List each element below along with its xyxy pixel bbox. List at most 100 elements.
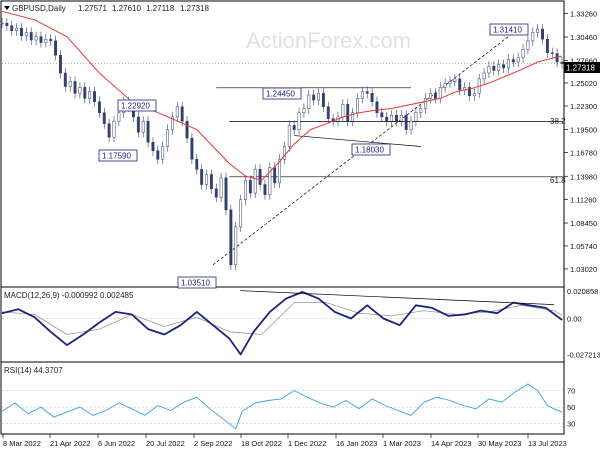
x-tick-label: 21 Apr 2022	[50, 439, 90, 448]
candle-body	[297, 112, 301, 130]
candle-body	[531, 32, 535, 42]
annotation-1-18030: 1.18030	[351, 143, 391, 156]
svg-text:1.24450: 1.24450	[266, 90, 295, 99]
price-y-tick-label: 1.03020	[570, 265, 597, 274]
candle-body	[545, 38, 549, 53]
watermark: ActionForex.com	[246, 28, 411, 53]
candle-body	[312, 94, 316, 101]
candle-body	[0, 22, 4, 25]
candle-body	[307, 94, 311, 109]
candle-body	[438, 87, 442, 99]
candle-body	[166, 129, 170, 147]
ohlc-close: 1.27318	[180, 4, 209, 13]
ohlc-low: 1.27118	[146, 4, 175, 13]
candle-body	[5, 22, 9, 26]
candle-body	[248, 180, 252, 194]
price-y-tick-label: 1.19500	[570, 126, 597, 135]
candle-body	[370, 93, 374, 102]
fib-61-label: 61.8	[550, 176, 566, 185]
svg-text:1.31410: 1.31410	[493, 26, 522, 35]
svg-text:1.18030: 1.18030	[355, 146, 384, 155]
candle-body	[73, 81, 77, 94]
x-tick-label: 1 Dec 2022	[288, 439, 326, 448]
candle-body	[170, 116, 174, 130]
candle-body	[263, 184, 267, 195]
x-tick-label: 2 Sep 2022	[194, 439, 232, 448]
candle-body	[278, 158, 282, 184]
support-line	[294, 135, 421, 147]
candle-body	[112, 120, 116, 138]
candle-body	[409, 120, 413, 130]
candle-body	[429, 93, 432, 99]
annotation-1-03510: 1.03510	[177, 276, 217, 289]
ohlc-high: 1.27610	[112, 4, 141, 13]
candle-body	[351, 112, 355, 122]
price-title-group: GBPUSD,Daily 1.27571 1.27610 1.27118 1.2…	[4, 4, 209, 13]
candle-body	[44, 38, 48, 43]
macd-panel-frame	[0, 286, 565, 363]
candle-body	[175, 106, 179, 118]
candle-body	[63, 72, 67, 87]
candle-body	[443, 82, 447, 88]
price-y-tick-label: 1.22300	[570, 102, 597, 111]
candle-body	[521, 49, 525, 59]
candle-body	[151, 142, 155, 152]
price-y-tick-label: 1.30460	[570, 33, 597, 42]
candle-body	[375, 101, 379, 113]
candle-body	[54, 40, 58, 56]
axis-layer: 1.33260 1.30460 1.27660 1.25020 1.22300 1.195…	[2, 9, 600, 448]
candle-body	[541, 28, 544, 40]
candle-body	[49, 38, 53, 42]
annotation-1-24450: 1.24450	[262, 87, 302, 100]
candle-body	[506, 59, 510, 69]
price-title: GBPUSD,Daily	[12, 4, 66, 13]
annotation-1-17590: 1.17590	[98, 149, 138, 162]
candle-body	[141, 120, 145, 133]
ohlc-open: 1.27571	[78, 4, 107, 13]
candle-body	[511, 59, 515, 63]
macd-y-tick-label: 0.020858	[567, 287, 598, 296]
annotation-1-31410: 1.31410	[489, 23, 529, 36]
candle-body	[205, 174, 208, 185]
price-y-tick-label: 1.13980	[570, 172, 597, 181]
macd-main-line	[1, 291, 563, 356]
candle-body	[180, 106, 184, 122]
candle-body	[365, 91, 369, 94]
candle-body	[472, 93, 476, 97]
candle-body	[24, 32, 28, 37]
candle-body	[102, 112, 106, 124]
candle-body	[482, 72, 486, 80]
candle-body	[453, 78, 457, 82]
x-tick-label: 8 Mar 2022	[3, 439, 41, 448]
candle-body	[136, 116, 140, 133]
x-tick-label: 1 Mar 2023	[383, 439, 421, 448]
candle-body	[326, 106, 330, 119]
macd-divergence-line	[240, 290, 554, 305]
candle-body	[161, 146, 165, 160]
candle-body	[302, 108, 306, 113]
candle-body	[424, 98, 428, 109]
x-tick-label: 20 Jul 2022	[146, 439, 185, 448]
candle-body	[229, 209, 233, 266]
candle-body	[146, 120, 150, 143]
candle-body	[93, 91, 96, 102]
rsi-plot-layer	[1, 383, 563, 430]
svg-text:1.17590: 1.17590	[102, 152, 131, 161]
x-tick-label: 18 Oct 2022	[241, 439, 282, 448]
candle-body	[253, 169, 257, 194]
price-y-tick-label: 1.25020	[570, 79, 597, 88]
price-plot-layer	[0, 10, 564, 270]
rsi-y-tick-label: 70	[567, 387, 575, 396]
candle-body	[29, 32, 33, 41]
candle-body	[487, 65, 491, 74]
candle-body	[97, 101, 101, 113]
candle-body	[516, 57, 520, 63]
candle-body	[390, 115, 394, 122]
candle-body	[209, 174, 213, 190]
candle-body	[419, 108, 423, 113]
candle-body	[273, 167, 277, 184]
candle-body	[287, 125, 291, 147]
candle-body	[394, 115, 398, 122]
candle-body	[468, 87, 471, 97]
